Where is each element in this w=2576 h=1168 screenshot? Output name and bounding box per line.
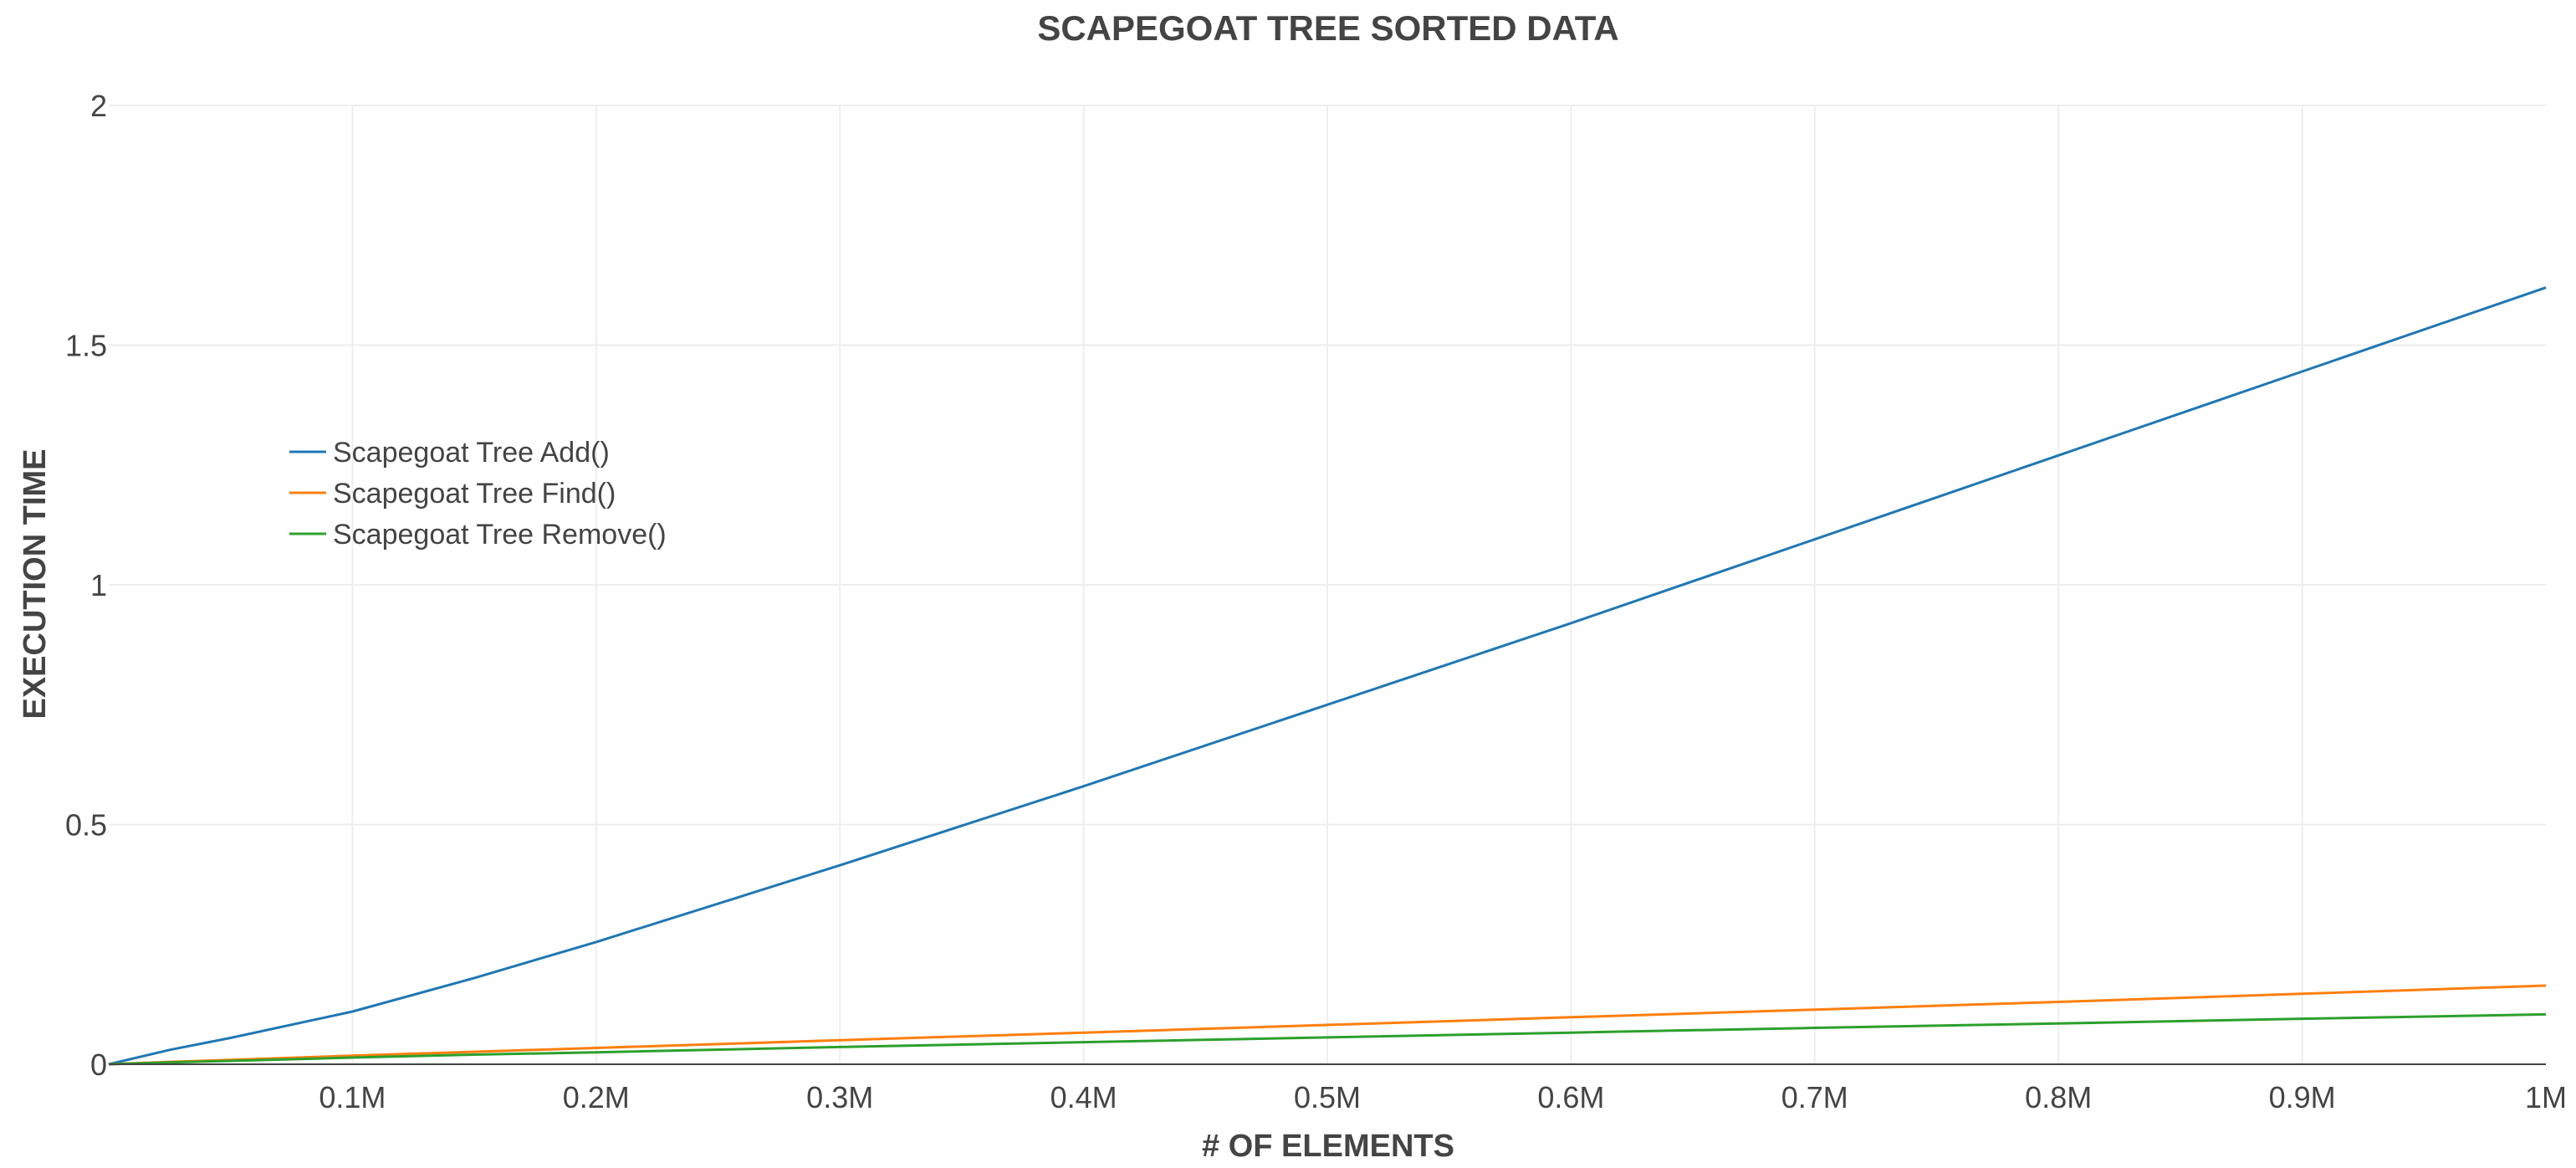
- y-tick-label: 1.5: [65, 329, 107, 363]
- series-line-1: [108, 286, 2547, 1066]
- legend-label: Scapegoat Tree Remove(): [333, 519, 667, 551]
- y-tick-label: 2: [90, 89, 107, 123]
- chart-title: SCAPEGOAT TREE SORTED DATA: [1037, 8, 1618, 48]
- x-tick-label: 0.3M: [806, 1080, 873, 1114]
- series-line-3: [108, 1012, 2547, 1066]
- y-tick-label: 1: [90, 568, 107, 602]
- x-tick-label: 0.6M: [1537, 1080, 1604, 1114]
- x-tick-label: 0.1M: [319, 1080, 386, 1114]
- x-tick-label: 0.7M: [1781, 1080, 1848, 1114]
- y-axis-title: EXECUTION TIME: [18, 448, 53, 719]
- legend: Scapegoat Tree Add() Scapegoat Tree Find(…: [289, 437, 667, 551]
- x-axis-title: # OF ELEMENTS: [1202, 1129, 1454, 1164]
- x-tick-label: 1M: [2525, 1080, 2567, 1114]
- y-tick-label: 0.5: [65, 808, 107, 843]
- axis-layer: 0.1M 0.2M 0.3M 0.4M 0.5M 0.6M 0.7M 0.8M 0.9M 1M 0 0…: [65, 89, 2567, 1114]
- y-tick-label: 0: [90, 1048, 107, 1082]
- legend-label: Scapegoat Tree Find(): [333, 478, 616, 510]
- x-tick-label: 0.8M: [2025, 1080, 2092, 1114]
- x-tick-label: 0.9M: [2269, 1080, 2336, 1114]
- x-tick-label: 0.5M: [1294, 1080, 1361, 1114]
- grid-layer: [109, 105, 2546, 1064]
- x-tick-label: 0.2M: [563, 1080, 630, 1114]
- x-tick-label: 0.4M: [1050, 1080, 1117, 1114]
- legend-label: Scapegoat Tree Add(): [333, 437, 610, 469]
- series-layer: [108, 286, 2547, 1066]
